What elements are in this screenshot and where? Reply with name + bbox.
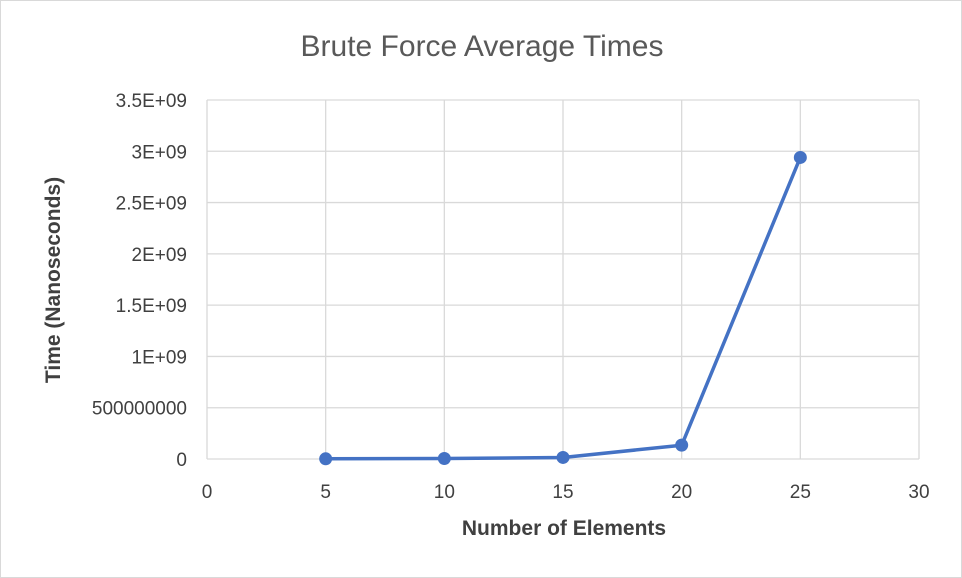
y-axis-ticks: 0 500000000 1E+09 1.5E+09 2E+09 2.5E+09 3E+09 3… [92, 91, 187, 471]
x-tick-label: 0 [202, 482, 213, 503]
y-tick-label: 1.5E+09 [116, 296, 187, 317]
data-point [319, 452, 333, 466]
y-tick-label: 0 [176, 450, 187, 471]
x-tick-label: 20 [671, 482, 692, 503]
data-point [437, 451, 451, 465]
y-axis-label: Time (Nanoseconds) [42, 177, 65, 383]
x-axis-label: Number of Elements [462, 517, 666, 540]
x-tick-label: 30 [908, 482, 929, 503]
series-group [319, 150, 807, 466]
y-tick-label: 2E+09 [132, 245, 187, 266]
x-tick-label: 15 [552, 482, 573, 503]
grid-lines [206, 99, 920, 460]
x-axis-ticks: 0 5 10 15 20 25 30 [202, 482, 930, 503]
y-tick-label: 500000000 [92, 399, 187, 420]
y-tick-label: 3E+09 [132, 142, 187, 163]
x-tick-label: 10 [434, 482, 455, 503]
data-point [793, 150, 807, 164]
data-point [675, 438, 689, 452]
y-tick-label: 1E+09 [132, 347, 187, 368]
y-tick-label: 3.5E+09 [116, 91, 187, 112]
x-tick-label: 25 [790, 482, 811, 503]
x-tick-label: 5 [320, 482, 331, 503]
chart-title: Brute Force Average Times [301, 30, 664, 63]
data-point [556, 450, 570, 464]
y-tick-label: 2.5E+09 [116, 194, 187, 215]
